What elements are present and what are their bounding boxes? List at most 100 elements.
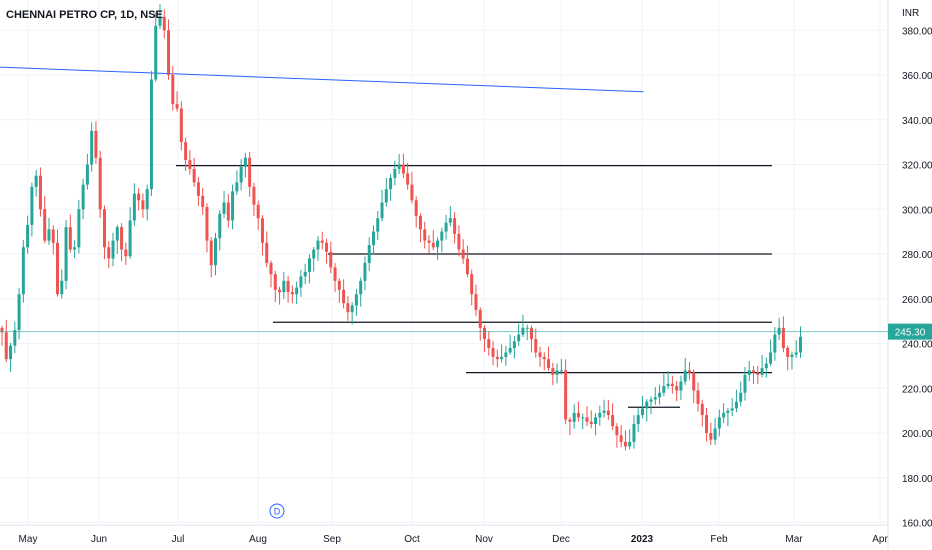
candle-body: [517, 334, 521, 342]
candle-body: [786, 347, 790, 357]
candle-body: [653, 397, 657, 400]
candle-body: [474, 294, 478, 310]
candle-body: [43, 209, 47, 241]
candle-body: [265, 242, 269, 263]
candle-body: [687, 370, 691, 373]
dividend-marker-label: D: [274, 507, 281, 517]
candle-body: [512, 341, 516, 348]
candle-body: [4, 332, 8, 360]
candle-body: [214, 238, 217, 266]
candle-body: [141, 200, 145, 210]
candle-body: [380, 202, 384, 219]
candle-body: [115, 227, 119, 241]
candle-body: [508, 347, 512, 353]
candle-body: [252, 186, 256, 205]
dividend-marker-circle[interactable]: [269, 503, 285, 519]
trend-line[interactable]: [0, 66, 644, 93]
candle-body: [367, 245, 371, 263]
candle-body: [619, 435, 623, 442]
candle-body: [239, 166, 243, 183]
candle-body: [534, 339, 538, 353]
candle-body: [675, 386, 679, 391]
candle-body: [299, 276, 303, 288]
candle-body: [504, 352, 508, 357]
candle-body: [692, 372, 696, 391]
candle-body: [798, 336, 802, 353]
candle-body: [333, 267, 337, 281]
candle-body: [747, 370, 751, 375]
candle-body: [9, 345, 13, 360]
candle-body: [431, 242, 435, 248]
candle-body: [722, 412, 726, 418]
candle-body: [423, 229, 427, 241]
candle-body: [457, 233, 461, 250]
candle-body: [149, 79, 153, 190]
candle-body: [111, 240, 115, 259]
candle-body: [85, 164, 89, 185]
price-tick-label: 180.00: [902, 474, 932, 485]
candle-body: [598, 412, 602, 418]
candle-body: [606, 410, 610, 416]
candle-body: [278, 289, 282, 293]
candle-body: [418, 215, 422, 230]
candle-body: [713, 428, 717, 440]
candle-body: [154, 25, 158, 80]
candle-body: [628, 441, 632, 447]
candle-body: [589, 421, 593, 425]
candle-body: [184, 142, 188, 161]
candle-body: [602, 410, 606, 413]
candle-body: [226, 202, 230, 221]
chart-title: CHENNAI PETRO CP, 1D, NSE: [6, 9, 163, 21]
candle-body: [585, 417, 589, 422]
candle-body: [320, 240, 324, 243]
price-tick-label: 240.00: [902, 340, 932, 351]
candle-body: [243, 157, 247, 167]
candle-body: [325, 242, 329, 252]
candle-body: [124, 249, 128, 257]
candle-body: [679, 381, 683, 391]
candle-body: [572, 412, 576, 422]
candle-body: [636, 415, 640, 425]
price-tick-label: 300.00: [902, 205, 932, 216]
candle-body: [525, 327, 529, 329]
candle-body: [34, 175, 38, 187]
candle-body: [38, 175, 42, 210]
candle-body: [756, 372, 760, 375]
candle-body: [760, 368, 764, 375]
candle-body: [132, 193, 136, 221]
time-tick-label: Oct: [404, 534, 420, 545]
time-tick-label: Nov: [475, 534, 493, 545]
candle-body: [273, 274, 277, 290]
dividend-marker[interactable]: D: [269, 503, 285, 519]
candle-body: [623, 441, 627, 447]
price-tick-label: 220.00: [902, 384, 932, 395]
price-tick-label: 280.00: [902, 250, 932, 261]
price-axis[interactable]: 380.00 360.00 340.00 320.00 300.00 280.00 260.…: [902, 8, 932, 530]
candle-body: [269, 262, 273, 275]
candle-body: [611, 415, 615, 427]
candle-body: [615, 426, 619, 436]
candle-body: [0, 327, 4, 333]
candle-body: [730, 408, 734, 411]
candle-body: [196, 182, 200, 196]
candle-body: [47, 229, 51, 241]
time-axis[interactable]: May Jun Jul Aug Sep Oct Nov Dec 2023 Feb Mar Apr: [19, 534, 889, 545]
candle-body: [551, 368, 555, 375]
candle-body: [662, 386, 666, 393]
candle-body: [145, 189, 149, 210]
candle-body: [30, 186, 34, 225]
candle-body: [453, 218, 457, 234]
time-tick-label: May: [19, 534, 38, 545]
candle-body: [406, 173, 410, 185]
candle-body: [440, 231, 444, 241]
candle-body: [670, 383, 674, 387]
candle-body: [64, 227, 68, 281]
time-tick-label: Sep: [323, 534, 341, 545]
time-tick-label: Apr: [872, 534, 888, 545]
candle-body: [666, 383, 670, 387]
candle-body: [461, 249, 465, 259]
candle-body: [329, 251, 333, 268]
candle-body: [120, 227, 124, 250]
